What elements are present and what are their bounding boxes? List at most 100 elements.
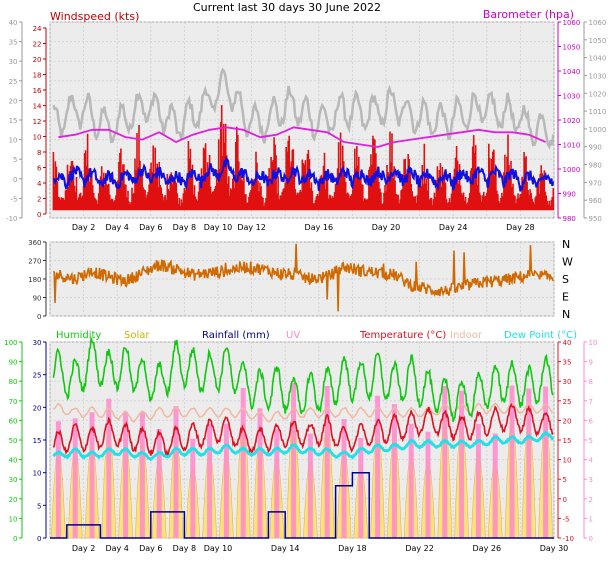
uv-day — [274, 428, 280, 538]
baro-outer-axis-label: 980 — [589, 162, 602, 170]
humidity-axis-label: 10 — [9, 515, 18, 523]
uv-axis-label: 9 — [589, 359, 593, 367]
wind-outer-axis-label: 40 — [9, 19, 18, 27]
baro-axis-label: 980 — [563, 215, 576, 223]
baro-axis-label: 1030 — [563, 93, 581, 101]
uv-day — [223, 423, 229, 538]
uv-day — [156, 429, 162, 538]
humidity-axis-label: 20 — [9, 496, 18, 504]
x-tick-label: Day 22 — [405, 544, 434, 553]
temperature-axis-label: 0 — [563, 496, 567, 504]
uv-day — [190, 438, 196, 538]
uv-day — [257, 408, 263, 538]
uv-day — [324, 385, 330, 538]
x-tick-label: Day 8 — [173, 544, 196, 553]
uv-axis-label: 1 — [589, 515, 593, 523]
wind-inner-axis-label: 10 — [33, 134, 42, 142]
wind-outer-axis-label: -5 — [11, 195, 18, 203]
uv-axis-label: 8 — [589, 378, 593, 386]
baro-outer-axis-label: 970 — [589, 179, 602, 187]
direction-axis-label: 360 — [28, 239, 41, 247]
humidity-axis-label: 70 — [9, 398, 18, 406]
uv-day — [55, 421, 61, 538]
wind-inner-axis-label: 22 — [33, 41, 42, 49]
barometer-series — [58, 126, 546, 148]
humidity-axis-label: 0 — [13, 535, 17, 543]
wind-outer-axis-label: 0 — [13, 176, 17, 184]
legend-item: Dew Point (°C) — [504, 330, 577, 341]
wind-inner-axis-label: 4 — [37, 180, 42, 188]
x-tick-label: Day 26 — [473, 544, 502, 553]
uv-axis-label: 3 — [589, 476, 593, 484]
uv-axis-label: 4 — [589, 457, 594, 465]
legend-item: Rainfall (mm) — [202, 330, 270, 341]
baro-axis-label: 990 — [563, 191, 576, 199]
temp-axes: 0102030405060708090100051015202530-10-50… — [4, 339, 597, 543]
legend-item: Humidity — [56, 330, 101, 341]
wind-outer-axis-label: 5 — [13, 156, 17, 164]
rainfall-axis-label: 30 — [33, 339, 42, 347]
uv-day — [375, 395, 381, 538]
uv-day — [207, 423, 213, 538]
temperature-axis-label: -5 — [563, 515, 570, 523]
baro-outer-axis-label: 950 — [589, 215, 602, 223]
temperature-axis-label: 30 — [563, 378, 572, 386]
rainfall-axis-label: 10 — [33, 470, 42, 478]
wind-outer-axis-label: 25 — [9, 78, 18, 86]
chart-title: Current last 30 days 30 June 2022 — [193, 1, 381, 14]
compass-label: E — [562, 291, 569, 304]
uv-day — [509, 385, 515, 538]
gust-series — [52, 67, 555, 150]
compass-label: W — [562, 256, 573, 269]
humidity-axis-label: 90 — [9, 359, 18, 367]
uv-day — [89, 412, 95, 538]
temperature-axis-label: 15 — [563, 437, 572, 445]
baro-outer-axis-label: 1040 — [589, 55, 607, 63]
baro-outer-axis-label: 1010 — [589, 108, 607, 116]
temperature-axis-label: 40 — [563, 339, 572, 347]
wind-series — [52, 67, 555, 211]
baro-axis-label: 1040 — [563, 68, 581, 76]
dewpoint-series — [52, 430, 555, 462]
uv-day — [358, 437, 364, 538]
windspeed-legend: Windspeed (kts) — [50, 10, 139, 23]
x-tick-label: Day 16 — [305, 223, 334, 232]
uv-day — [106, 398, 112, 538]
uv-axis-label: 6 — [589, 417, 594, 425]
average-wind-series — [52, 156, 555, 192]
x-tick-label: Day 28 — [506, 223, 535, 232]
baro-outer-axis-label: 1030 — [589, 72, 607, 80]
wind-outer-axis-label: -10 — [6, 215, 17, 223]
temperature-axis-label: 20 — [563, 417, 572, 425]
x-tick-label: Day 4 — [105, 223, 128, 232]
legend-item: Temperature (°C) — [359, 330, 446, 341]
direction-axis-label: 270 — [28, 258, 41, 266]
uv-day — [543, 386, 549, 538]
x-tick-label: Day 4 — [105, 544, 128, 553]
temperature-axis-label: 10 — [563, 457, 572, 465]
baro-outer-axis-label: 1050 — [589, 37, 607, 45]
wind-axes: -10-505101520253035400246810121416182022… — [6, 19, 606, 223]
uv-day — [408, 423, 414, 538]
rainfall-axis-label: 5 — [37, 502, 41, 510]
uv-day — [72, 418, 78, 538]
uv-axis-label: 0 — [589, 535, 593, 543]
wind-outer-axis-label: 20 — [9, 97, 18, 105]
wind-inner-axis-label: 0 — [37, 211, 41, 219]
baro-outer-axis-label: 1000 — [589, 126, 607, 134]
uv-day — [307, 433, 313, 538]
uv-day — [475, 423, 481, 538]
direction-series — [52, 243, 554, 312]
temperature-axis-label: -10 — [563, 535, 574, 543]
legend-item: Solar — [124, 330, 150, 341]
baro-axis-label: 1050 — [563, 44, 581, 52]
uv-day — [459, 390, 465, 538]
baro-outer-axis-label: 960 — [589, 197, 602, 205]
humidity-axis-label: 100 — [4, 339, 17, 347]
humidity-axis-label: 30 — [9, 476, 18, 484]
uv-day — [240, 387, 246, 538]
humidity-axis-label: 80 — [9, 378, 18, 386]
rainfall-axis-label: 20 — [33, 404, 42, 412]
wind-inner-axis-label: 20 — [33, 56, 42, 64]
uv-axis-label: 10 — [589, 339, 598, 347]
